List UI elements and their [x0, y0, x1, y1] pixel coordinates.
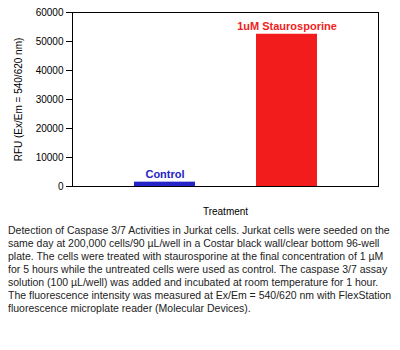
svg-text:0: 0 — [58, 181, 64, 192]
svg-text:Control: Control — [145, 168, 184, 180]
svg-text:60000: 60000 — [36, 7, 64, 18]
svg-text:Treatment: Treatment — [203, 206, 248, 217]
svg-text:30000: 30000 — [36, 94, 64, 105]
svg-text:20000: 20000 — [36, 123, 64, 134]
svg-text:50000: 50000 — [36, 36, 64, 47]
svg-text:10000: 10000 — [36, 152, 64, 163]
svg-text:1uM Staurosporine: 1uM Staurosporine — [237, 20, 337, 32]
svg-text:40000: 40000 — [36, 65, 64, 76]
svg-text:RFU (Ex/Em = 540/620 nm): RFU (Ex/Em = 540/620 nm) — [13, 38, 24, 162]
html-text:Detection of Caspase 3/7 Activ: Detection of Caspase 3/7 Activities in J… — [8, 224, 392, 314]
